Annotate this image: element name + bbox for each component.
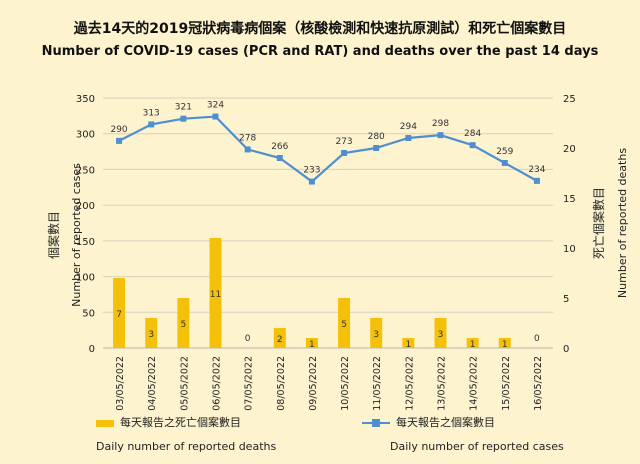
- legend-deaths-en: Daily number of reported deaths: [96, 440, 277, 453]
- right-tick-label: 10: [563, 244, 576, 255]
- legend-cases: 每天報告之個案數目 Daily number of reported cases: [362, 414, 564, 453]
- legend-cases-zh: 每天報告之個案數目: [396, 416, 495, 429]
- cases-point-label: 233: [303, 166, 320, 176]
- death-bar-label: 5: [180, 320, 186, 330]
- right-axis-title-zh: 死亡個案數目: [591, 187, 606, 259]
- x-tick-label: 11/05/2022: [372, 356, 383, 411]
- death-bar: [209, 238, 222, 348]
- x-tick-label: 16/05/2022: [533, 356, 544, 411]
- left-tick-label: 150: [76, 237, 95, 248]
- cases-point: [276, 155, 283, 161]
- death-bar-label: 1: [309, 340, 315, 350]
- cases-point-label: 280: [368, 132, 385, 142]
- cases-point: [341, 150, 348, 156]
- left-tick-label: 50: [82, 308, 95, 319]
- left-tick-label: 250: [76, 165, 95, 176]
- death-bar: [466, 338, 479, 348]
- death-bar-label: 3: [148, 330, 154, 340]
- legend-line-swatch: [362, 419, 390, 427]
- death-bar: [370, 318, 383, 348]
- right-tick-label: 5: [563, 294, 569, 305]
- legend-cases-en: Daily number of reported cases: [390, 440, 564, 453]
- left-tick-label: 200: [76, 201, 95, 212]
- cases-point-label: 298: [432, 119, 449, 129]
- cases-line: [118, 115, 538, 183]
- x-tick-label: 15/05/2022: [501, 356, 512, 411]
- cases-point: [469, 142, 476, 149]
- x-tick-label: 12/05/2022: [404, 356, 415, 411]
- death-bar: [177, 298, 190, 348]
- cases-point-label: 313: [143, 108, 160, 118]
- cases-point-label: 324: [207, 101, 224, 111]
- death-bar-label: 0: [245, 334, 251, 344]
- x-tick-label: 05/05/2022: [179, 356, 190, 411]
- cases-point: [148, 121, 155, 128]
- cases-point: [180, 115, 187, 122]
- x-tick-label: 14/05/2022: [469, 356, 480, 411]
- death-bar-label: 1: [470, 340, 476, 350]
- right-tick-label: 20: [563, 144, 576, 155]
- left-tick-label: 100: [76, 273, 95, 284]
- death-bar: [113, 278, 126, 348]
- left-axis-title-zh: 個案數目: [46, 211, 61, 259]
- death-bar: [434, 318, 447, 348]
- death-bar-label: 5: [341, 320, 347, 330]
- cases-point-label: 278: [239, 133, 256, 143]
- right-tick-label: 25: [563, 94, 576, 105]
- death-bar-label: 3: [438, 330, 444, 340]
- left-tick-label: 350: [76, 94, 95, 105]
- cases-point-label: 273: [335, 137, 352, 147]
- chart-title-chinese: 過去14天的2019冠狀病毒病個案（核酸檢測和快速抗原測試）和死亡個案數目: [73, 21, 567, 37]
- legend-deaths-zh: 每天報告之死亡個案數目: [120, 416, 241, 429]
- left-tick-label: 0: [89, 344, 95, 355]
- x-tick-label: 10/05/2022: [340, 356, 351, 411]
- death-bar: [498, 338, 511, 348]
- x-tick-label: 06/05/2022: [212, 356, 223, 411]
- x-tick-label: 13/05/2022: [437, 356, 448, 411]
- x-tick-label: 04/05/2022: [147, 356, 158, 411]
- death-bar-label: 0: [534, 334, 540, 344]
- left-tick-label: 300: [76, 130, 95, 141]
- right-tick-label: 15: [563, 194, 576, 205]
- cases-point: [405, 135, 412, 141]
- x-tick-label: 03/05/2022: [115, 356, 126, 411]
- cases-point: [244, 146, 251, 153]
- death-bar-label: 2: [277, 335, 283, 345]
- right-tick-label: 0: [563, 344, 569, 355]
- cases-point-label: 290: [110, 125, 127, 135]
- death-bar-label: 1: [502, 340, 508, 350]
- cases-point: [308, 178, 315, 185]
- cases-point: [501, 160, 508, 166]
- cases-point-label: 284: [464, 129, 481, 139]
- cases-point-label: 234: [528, 165, 545, 175]
- death-bar: [273, 328, 286, 348]
- death-bar: [305, 338, 318, 348]
- cases-point: [116, 137, 123, 144]
- cases-point-label: 294: [400, 122, 417, 132]
- death-bar: [145, 318, 158, 348]
- cases-point: [533, 177, 540, 184]
- cases-point-label: 321: [175, 103, 192, 113]
- death-bar-label: 11: [210, 290, 221, 300]
- cases-point: [437, 132, 444, 139]
- left-axis-title-en: Number of reported cases: [70, 163, 83, 307]
- cases-point-label: 259: [496, 147, 513, 157]
- death-bar-label: 1: [405, 340, 411, 350]
- x-tick-label: 08/05/2022: [276, 356, 287, 411]
- death-bar-label: 7: [116, 310, 122, 320]
- death-bar: [402, 338, 415, 348]
- cases-point: [373, 145, 380, 151]
- chart-title-english: Number of COVID-19 cases (PCR and RAT) a…: [41, 44, 599, 59]
- right-axis-title-en: Number of reported deaths: [616, 148, 629, 298]
- death-bar-label: 3: [373, 330, 379, 340]
- cases-point: [212, 113, 219, 120]
- death-bar: [338, 298, 351, 348]
- legend-bar-swatch: [96, 419, 114, 427]
- cases-point-label: 266: [271, 142, 288, 152]
- x-tick-label: 09/05/2022: [308, 356, 319, 411]
- x-tick-label: 07/05/2022: [244, 356, 255, 411]
- legend-deaths: 每天報告之死亡個案數目 Daily number of reported dea…: [96, 414, 276, 453]
